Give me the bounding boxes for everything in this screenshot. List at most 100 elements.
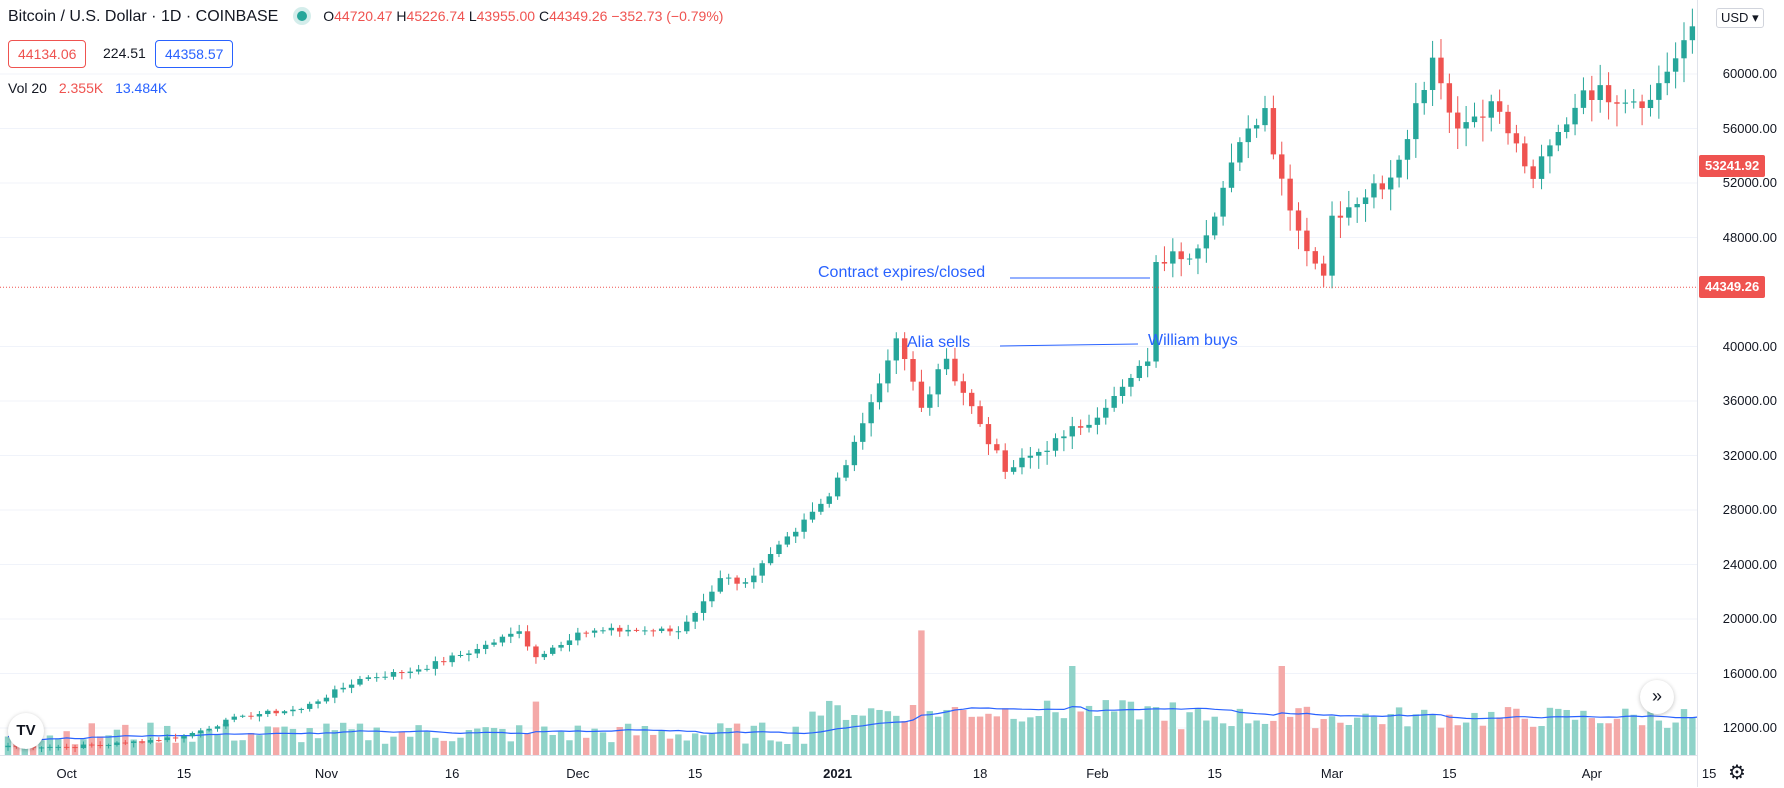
candle: [675, 626, 682, 640]
time-axis-label: Nov: [314, 766, 338, 781]
candle-body: [868, 402, 874, 424]
volume-bar: [683, 740, 690, 755]
volume-bar: [1152, 707, 1160, 755]
time-axis[interactable]: Oct15Nov16Dec15202118Feb15Mar15Apr15May: [0, 755, 1716, 788]
candle-body: [306, 703, 313, 709]
candle-body: [281, 711, 288, 714]
candle: [717, 570, 723, 594]
candle-body: [290, 709, 296, 712]
candle: [709, 585, 715, 608]
volume-bar: [515, 725, 523, 755]
candle-body: [901, 338, 908, 360]
candle-body: [424, 668, 430, 670]
price-axis[interactable]: 60000.00 56000.00 52000.00 48000.00 40000.00…: [1697, 0, 1784, 787]
candle: [667, 625, 673, 636]
candle: [1631, 89, 1637, 109]
candle: [407, 667, 413, 679]
candle: [893, 332, 899, 375]
volume-bar: [1261, 723, 1269, 755]
candle-body: [181, 736, 187, 739]
sell-price-button[interactable]: 44134.06: [8, 40, 87, 68]
volume-bar: [1320, 719, 1327, 755]
candle-body: [1119, 386, 1126, 396]
candle: [1404, 129, 1411, 180]
gear-icon[interactable]: ⚙: [1728, 762, 1746, 784]
volume-legend[interactable]: Vol 20 2.355K 13.484K: [8, 80, 167, 96]
candle: [1379, 175, 1386, 200]
candle-body: [784, 536, 791, 545]
candle-body: [1362, 197, 1369, 205]
candle-body: [407, 671, 413, 673]
candle-body: [566, 640, 573, 645]
volume-bar: [415, 725, 422, 755]
candle: [1656, 65, 1662, 119]
tradingview-logo-icon[interactable]: TV: [8, 713, 44, 749]
candle: [600, 627, 606, 634]
candle-body: [1094, 417, 1101, 425]
candle-body: [1178, 251, 1184, 260]
price-axis-label: 48000.00: [1722, 229, 1777, 245]
candle: [1455, 96, 1461, 150]
candle: [1505, 104, 1511, 145]
volume-bar: [1295, 708, 1302, 755]
currency-selector[interactable]: USD ▾: [1716, 8, 1764, 28]
candle-body: [1580, 90, 1587, 108]
volume-bar: [993, 716, 1001, 755]
candle-body: [1245, 128, 1251, 143]
candle: [1480, 99, 1486, 142]
time-axis-label: 15: [1442, 766, 1457, 781]
candle-body: [1061, 436, 1067, 439]
time-axis-label: 15: [1207, 766, 1222, 781]
double-chevron-right-icon: »: [1651, 686, 1662, 706]
candle: [608, 623, 615, 636]
volume-bar: [1136, 719, 1143, 755]
candle: [910, 351, 916, 391]
candle-body: [315, 701, 321, 704]
candle: [1446, 73, 1453, 134]
candle-body: [1153, 262, 1159, 362]
candle: [550, 644, 556, 656]
volume-bar: [1521, 718, 1528, 755]
candle-body: [273, 710, 279, 714]
price-chart[interactable]: [0, 0, 1697, 755]
volume-bar: [1471, 712, 1478, 755]
candle-body: [5, 745, 11, 748]
volume-bar: [172, 742, 179, 755]
candle: [776, 540, 782, 558]
volume-bar: [1454, 725, 1461, 755]
candle-body: [1396, 159, 1402, 178]
volume-bar: [641, 725, 649, 755]
candle-body: [918, 381, 925, 408]
volume-bar: [465, 730, 473, 755]
interval-label[interactable]: 1D: [160, 8, 182, 25]
time-axis-label: Apr: [1581, 766, 1602, 781]
candle-body: [1647, 99, 1654, 109]
candle: [147, 737, 154, 745]
candle: [156, 737, 162, 742]
candle-body: [1111, 395, 1117, 408]
volume-bar: [1077, 711, 1084, 755]
candle-body: [55, 746, 61, 748]
volume-bar: [1069, 666, 1076, 755]
candle-body: [1170, 251, 1176, 264]
volume-bar: [1412, 714, 1420, 755]
buy-price-button[interactable]: 44358.57: [155, 40, 234, 68]
candle-body: [239, 715, 246, 717]
candle: [441, 656, 447, 666]
candle: [189, 731, 196, 739]
chart-legend: Bitcoin / U.S. Dollar · 1D · COINBASE O4…: [8, 8, 723, 26]
scroll-to-realtime-button[interactable]: »: [1640, 680, 1674, 714]
candle-body: [1429, 57, 1436, 91]
chart-area[interactable]: Bitcoin / U.S. Dollar · 1D · COINBASE O4…: [0, 0, 1697, 755]
candle: [960, 373, 967, 406]
annotation-william-buys: William buys: [1148, 332, 1238, 349]
candle: [901, 332, 908, 371]
symbol-name[interactable]: Bitcoin / U.S. Dollar: [8, 8, 147, 25]
candle: [231, 713, 237, 723]
candle-body: [1480, 116, 1486, 118]
candle-body: [441, 661, 447, 663]
candle: [851, 435, 858, 472]
volume-bar: [331, 730, 339, 755]
candle: [1128, 373, 1134, 397]
candle-body: [1404, 139, 1411, 160]
